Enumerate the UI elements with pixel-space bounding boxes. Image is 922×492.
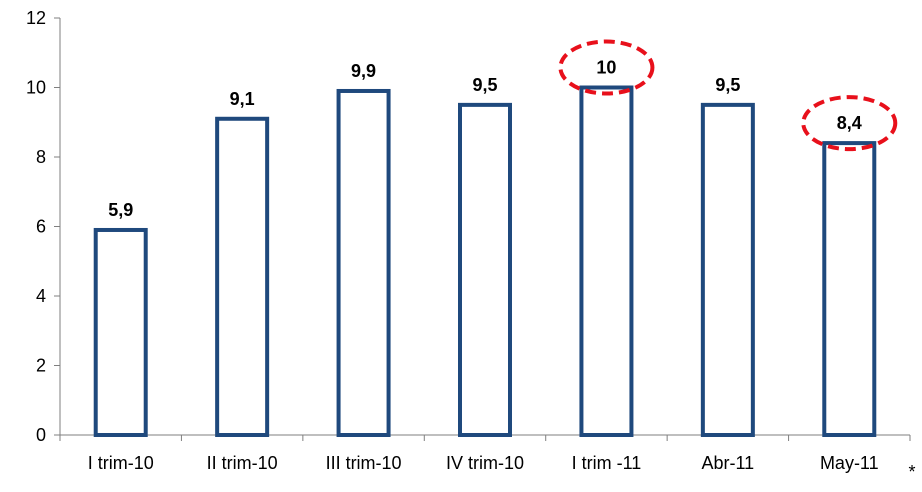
x-category-label: Abr-11 [702, 453, 755, 473]
data-label: 5,9 [108, 200, 133, 220]
y-tick-label: 2 [36, 356, 46, 376]
data-label: 9,5 [715, 75, 740, 95]
bar [703, 105, 753, 435]
bar [217, 119, 267, 435]
bars-layer [96, 88, 875, 436]
data-label: 10 [596, 58, 616, 78]
footnote-mark: * [908, 462, 915, 482]
y-tick-label: 0 [36, 425, 46, 445]
y-tick-label: 8 [36, 147, 46, 167]
y-tick-label: 4 [36, 286, 46, 306]
data-label: 8,4 [837, 113, 862, 133]
bar [96, 230, 146, 435]
x-category-label: II trim-10 [207, 453, 278, 473]
y-tick-label: 10 [26, 78, 46, 98]
y-tick-label: 12 [26, 8, 46, 28]
x-category-label: May-11 [820, 453, 879, 473]
bar [824, 143, 874, 435]
bar [339, 91, 389, 435]
x-category-label: I trim -11 [572, 453, 642, 473]
data-label: 9,9 [351, 61, 376, 81]
x-category-label: IV trim-10 [446, 453, 524, 473]
data-label: 9,1 [230, 89, 255, 109]
y-tick-label: 6 [36, 217, 46, 237]
bar [460, 105, 510, 435]
x-category-label: III trim-10 [326, 453, 402, 473]
bar [581, 88, 631, 436]
x-category-label: I trim-10 [88, 453, 154, 473]
data-label: 9,5 [472, 75, 497, 95]
